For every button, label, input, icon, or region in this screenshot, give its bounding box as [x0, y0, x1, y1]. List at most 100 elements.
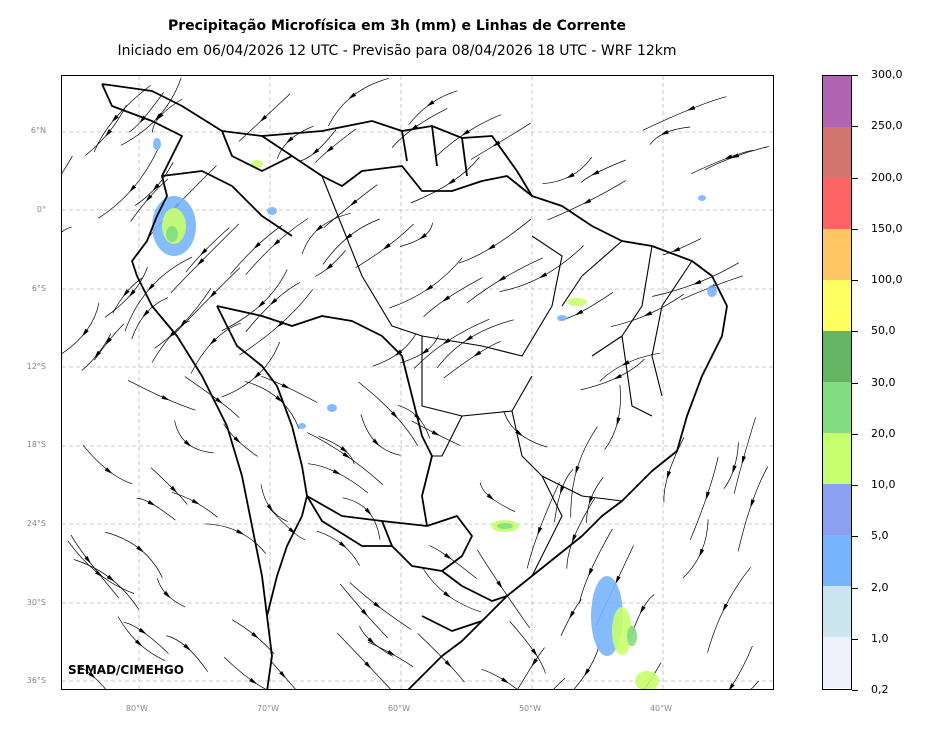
streamline-arrow	[350, 199, 358, 206]
streamline	[171, 491, 218, 518]
streamline-arrow	[338, 541, 346, 548]
streamline-arrow	[640, 605, 646, 613]
streamline	[413, 318, 490, 369]
lat-label: 6°N	[30, 126, 46, 135]
lon-label: 80°W	[125, 704, 149, 713]
streamline	[649, 126, 691, 145]
streamline-arrow	[260, 114, 268, 122]
streamline	[368, 641, 414, 668]
streamline-arrow	[360, 609, 368, 616]
streamline-arrow	[616, 417, 621, 425]
streamline	[307, 463, 369, 494]
lat-label: 36°S	[26, 676, 46, 685]
streamline-arrow	[112, 114, 119, 122]
streamline	[270, 660, 296, 689]
colorbar-segment	[823, 433, 851, 484]
streamline-arrow	[539, 272, 548, 278]
streamline	[689, 456, 719, 540]
streamline-arrow	[129, 289, 136, 297]
streamline	[62, 155, 73, 174]
colorbar-segment	[823, 178, 851, 229]
streamline	[423, 277, 483, 318]
streamline-arrow	[136, 545, 144, 552]
streamline-arrow	[281, 383, 289, 389]
lat-label: 12°S	[26, 362, 46, 371]
colorbar-tick-label: 1,0	[871, 631, 889, 645]
streamline-arrow	[498, 275, 507, 282]
streamline	[509, 621, 546, 674]
precip-area	[166, 226, 178, 242]
colorbar-tick	[852, 382, 858, 384]
precip-area	[267, 207, 277, 215]
colorbar-tick	[852, 331, 858, 333]
colorbar-segment	[823, 586, 851, 637]
streamline	[580, 358, 645, 391]
streamline-arrow	[373, 601, 381, 608]
lon-label: 60°W	[387, 704, 411, 713]
streamline-arrow	[105, 337, 112, 345]
streamline	[174, 420, 214, 454]
streamline	[150, 467, 188, 505]
colorbar-tick	[852, 587, 858, 589]
colorbar-tick-label: 50,0	[871, 324, 896, 338]
streamline-arrow	[575, 465, 580, 474]
streamline-arrow	[431, 430, 439, 436]
lat-label: 24°S	[26, 519, 46, 528]
streamline-arrow	[687, 105, 696, 111]
streamline	[301, 212, 351, 255]
streamline-arrow	[197, 258, 205, 265]
streamline	[553, 677, 566, 689]
streamline-arrow	[279, 670, 286, 678]
streamline-arrow	[419, 233, 427, 240]
streamline-arrow	[138, 627, 146, 634]
streamline-arrow	[462, 129, 470, 136]
colorbar-tick	[852, 75, 858, 76]
colorbar-segment	[823, 331, 851, 382]
border-peru-bolivia	[216, 305, 428, 527]
streamline	[221, 341, 281, 398]
streamline-arrow	[705, 491, 711, 499]
streamline-arrow	[741, 455, 746, 464]
streamline-arrow	[725, 154, 733, 160]
streamline	[477, 549, 530, 629]
precip-area	[557, 315, 567, 321]
streamline	[98, 149, 159, 219]
streamline-arrow	[496, 580, 503, 588]
streamline-arrow	[567, 172, 575, 179]
colorbar-tick	[852, 228, 858, 230]
credit-label: SEMAD/CIMEHGO	[68, 663, 184, 677]
streamline-arrow	[349, 92, 357, 99]
lat-label: 30°S	[26, 598, 46, 607]
precip-area	[497, 523, 513, 529]
colorbar-tick-label: 20,0	[871, 426, 896, 440]
streamline	[663, 437, 685, 503]
lon-label: 50°W	[518, 704, 542, 713]
streamline	[67, 540, 135, 594]
streamline	[389, 257, 463, 309]
streamline	[560, 599, 582, 636]
colorbar-tick-label: 5,0	[871, 529, 889, 543]
colorbar-tick	[852, 536, 858, 538]
streamline	[733, 417, 756, 494]
colorbar-segment	[823, 382, 851, 433]
streamline-arrow	[84, 555, 91, 563]
streamline-arrow	[210, 290, 217, 298]
streamline-arrow	[210, 337, 217, 345]
streamline-arrow	[163, 590, 170, 598]
colorbar-tick	[852, 280, 858, 281]
streamline-arrow	[106, 574, 114, 582]
streamline	[400, 335, 439, 364]
streamline	[373, 333, 417, 367]
streamline-arrow	[421, 348, 429, 355]
streamline	[750, 680, 759, 689]
streamline-arrow	[233, 436, 241, 443]
streamline-arrow	[191, 498, 199, 505]
streamline-arrow	[448, 178, 456, 185]
streamline	[690, 149, 754, 175]
streamline	[299, 129, 337, 162]
streamline	[573, 644, 600, 689]
precip-area	[698, 195, 706, 201]
streamline	[276, 125, 314, 159]
streamline-arrow	[486, 493, 494, 500]
streamline	[481, 668, 518, 689]
